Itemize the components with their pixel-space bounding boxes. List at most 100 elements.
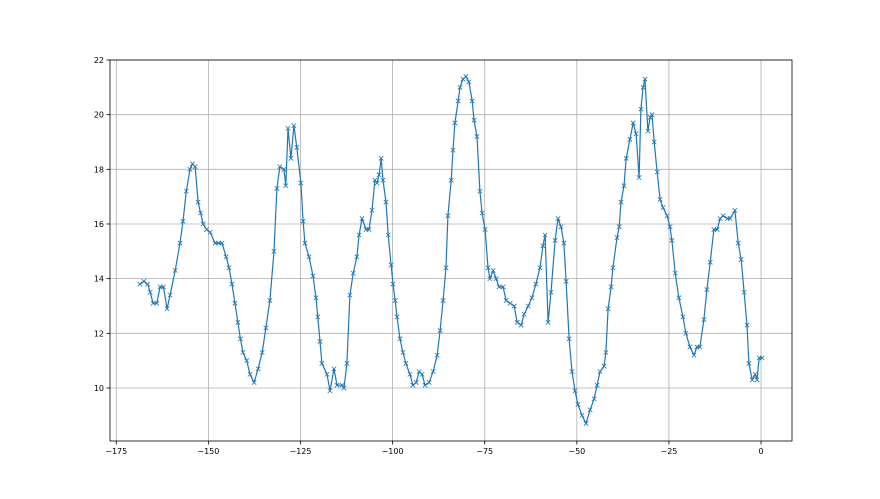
data-point-marker	[587, 407, 593, 413]
data-point-marker	[392, 298, 398, 303]
data-point-marker	[701, 317, 707, 323]
data-point-marker	[657, 196, 663, 202]
data-point-marker	[572, 388, 578, 394]
data-point-marker	[383, 199, 389, 205]
data-point-marker	[558, 224, 564, 230]
data-point-marker	[331, 366, 337, 372]
y-tick-label: 16	[94, 220, 104, 229]
data-point-marker	[240, 349, 246, 355]
data-point-marker	[350, 270, 356, 276]
data-point-marker	[327, 388, 333, 394]
data-point-marker	[638, 106, 644, 112]
data-point-marker	[390, 281, 396, 287]
data-point-marker	[645, 128, 651, 134]
data-point-marker	[219, 240, 225, 246]
data-point-marker	[672, 270, 678, 276]
data-point-marker	[507, 300, 513, 306]
data-point-marker	[285, 125, 291, 131]
data-point-marker	[608, 284, 614, 290]
data-point-marker	[341, 385, 347, 391]
data-point-marker	[294, 144, 300, 150]
data-point-marker	[410, 382, 416, 388]
data-point-marker	[474, 134, 480, 140]
data-point-marker	[540, 243, 546, 249]
data-point-marker	[640, 84, 646, 90]
data-point-marker	[487, 276, 493, 282]
data-point-marker	[548, 289, 554, 295]
data-point-marker	[388, 262, 394, 268]
data-point-marker	[440, 298, 446, 303]
data-point-marker	[207, 229, 213, 235]
data-point-marker	[177, 240, 183, 246]
data-point-marker	[687, 344, 693, 350]
data-point-marker	[485, 265, 491, 271]
data-point-marker	[618, 199, 624, 205]
data-point-marker	[164, 306, 170, 312]
data-point-marker	[667, 224, 673, 230]
data-point-marker	[267, 298, 273, 303]
data-point-marker	[566, 336, 572, 342]
x-axis: −175 −150 −125 −100 −75 −50 −25 0	[105, 441, 764, 456]
data-point-marker	[500, 284, 506, 290]
data-point-marker	[752, 371, 758, 377]
data-point-marker	[575, 401, 581, 407]
data-point-marker	[503, 298, 509, 303]
y-tick-label: 18	[94, 165, 104, 174]
data-point-marker	[445, 213, 451, 219]
data-point-marker	[452, 120, 458, 126]
data-point-marker	[317, 339, 323, 344]
data-point-marker	[746, 360, 752, 366]
data-point-marker	[555, 216, 561, 222]
data-point-marker	[630, 120, 636, 126]
data-point-marker	[676, 295, 682, 301]
data-point-marker	[187, 166, 193, 172]
data-point-marker	[704, 287, 710, 293]
data-point-marker	[374, 180, 380, 186]
data-point-marker	[727, 216, 733, 222]
data-point-marker	[274, 185, 280, 191]
data-point-marker	[306, 254, 312, 260]
data-point-marker	[212, 240, 218, 246]
data-point-marker	[430, 369, 436, 375]
data-point-marker	[137, 281, 143, 287]
data-point-marker	[691, 352, 697, 358]
data-point-marker	[426, 380, 432, 385]
data-point-marker	[633, 131, 639, 137]
data-point-marker	[356, 232, 362, 238]
y-tick-label: 22	[94, 56, 104, 65]
data-point-marker	[419, 371, 425, 377]
data-point-marker	[455, 98, 461, 104]
grid	[110, 59, 792, 441]
data-point-marker	[664, 213, 670, 219]
data-point-marker	[616, 224, 622, 230]
x-tick-label: −125	[289, 447, 311, 456]
data-point-marker	[597, 369, 603, 375]
data-point-marker	[347, 292, 353, 298]
data-point-marker	[471, 117, 477, 123]
data-point-marker	[141, 278, 147, 284]
data-point-marker	[627, 136, 633, 142]
data-point-marker	[601, 363, 607, 369]
data-point-marker	[376, 172, 382, 178]
data-point-marker	[380, 177, 386, 183]
data-point-marker	[434, 352, 440, 358]
data-point-marker	[198, 210, 204, 216]
data-point-marker	[654, 169, 660, 175]
data-point-marker	[493, 276, 499, 282]
x-tick-label: −25	[660, 447, 677, 456]
data-point-marker	[569, 369, 575, 375]
data-point-marker	[366, 226, 372, 232]
data-point-marker	[525, 303, 531, 309]
data-point-marker	[271, 248, 277, 254]
data-point-marker	[313, 295, 319, 301]
series-group	[137, 73, 765, 426]
data-point-marker	[552, 237, 558, 243]
data-point-marker	[160, 284, 166, 290]
data-point-marker	[354, 254, 360, 260]
data-point-marker	[720, 213, 726, 219]
data-point-marker	[642, 76, 648, 82]
data-point-marker	[542, 232, 548, 238]
data-point-marker	[614, 235, 620, 241]
data-point-marker	[237, 336, 243, 342]
data-point-marker	[660, 205, 666, 211]
